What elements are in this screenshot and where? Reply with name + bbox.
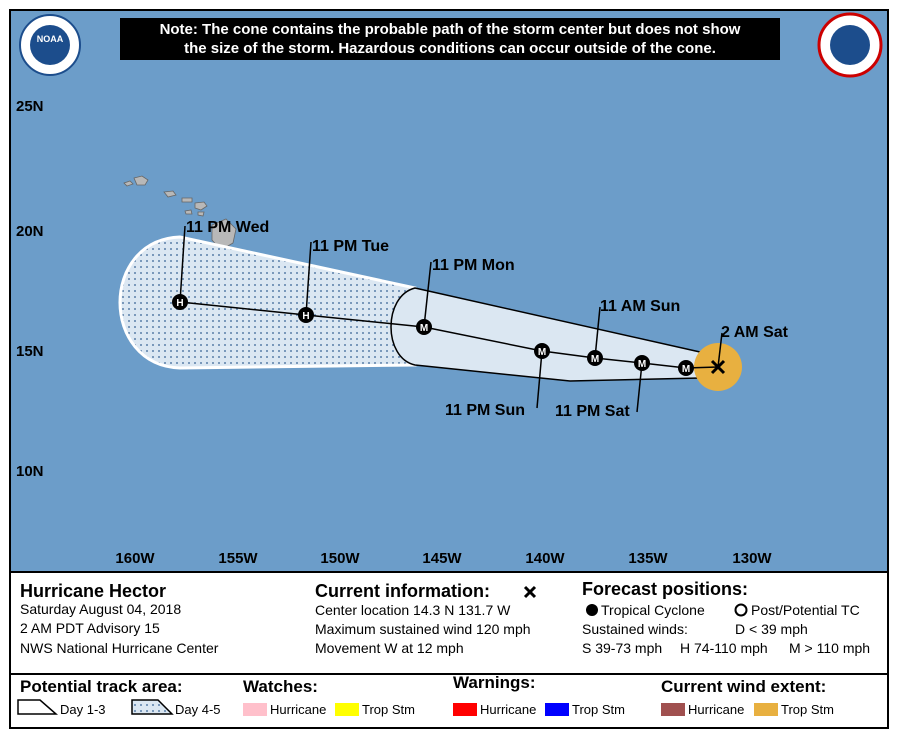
point-label: 2 AM Sat bbox=[721, 324, 789, 341]
tc-label: Tropical Cyclone bbox=[601, 602, 705, 618]
lat-label: 20N bbox=[16, 223, 44, 240]
warn-hurricane: Hurricane bbox=[480, 702, 536, 717]
m-label: M > 110 mph bbox=[789, 640, 870, 656]
sustained-label: Sustained winds: bbox=[582, 621, 688, 637]
lon-label: 150W bbox=[320, 550, 360, 567]
lon-label: 155W bbox=[218, 550, 258, 567]
lon-label: 160W bbox=[115, 550, 155, 567]
lon-labels: 160W 155W 150W 145W 140W 135W 130W bbox=[115, 550, 772, 567]
islands bbox=[123, 175, 237, 251]
warn-ts-swatch bbox=[545, 703, 569, 716]
marker-letter: H bbox=[176, 298, 183, 309]
point-label: 11 PM Mon bbox=[432, 257, 515, 274]
point-label: 11 PM Sun bbox=[445, 402, 525, 419]
detail: Saturday August 04, 2018 bbox=[20, 601, 181, 617]
lon-label: 130W bbox=[732, 550, 772, 567]
watches-title: Watches: bbox=[243, 677, 318, 696]
cone-day-1-3 bbox=[390, 287, 701, 382]
leader-line bbox=[594, 306, 601, 359]
current-line: Maximum sustained wind 120 mph bbox=[315, 621, 531, 637]
day13-swatch bbox=[17, 699, 58, 715]
current-title: Current information: bbox=[315, 581, 490, 601]
point-label: 11 PM Tue bbox=[312, 238, 389, 255]
post-tc-symbol bbox=[734, 603, 748, 617]
leader-line bbox=[636, 362, 643, 413]
point-marker bbox=[587, 350, 603, 366]
leader-line bbox=[179, 225, 186, 303]
current-position bbox=[710, 359, 726, 375]
leader-line bbox=[423, 261, 432, 328]
wind-title: Current wind extent: bbox=[661, 677, 826, 696]
warn-hurricane-swatch bbox=[453, 703, 477, 716]
legend-panel bbox=[9, 673, 889, 729]
point-marker bbox=[172, 294, 188, 310]
wind-hurricane-swatch bbox=[661, 703, 685, 716]
d-label: D < 39 mph bbox=[735, 621, 808, 637]
wind-hurricane: Hurricane bbox=[688, 702, 744, 717]
point-marker bbox=[416, 319, 432, 335]
post-tc-label: Post/Potential TC bbox=[751, 602, 860, 618]
h-label: H 74-110 mph bbox=[680, 640, 768, 656]
marker-letter: M bbox=[638, 359, 646, 370]
lon-label: 145W bbox=[422, 550, 462, 567]
watch-ts: Trop Stm bbox=[362, 702, 415, 717]
watch-hurricane: Hurricane bbox=[270, 702, 326, 717]
day13-label: Day 1-3 bbox=[60, 702, 106, 717]
noaa-logo-inner bbox=[30, 25, 70, 65]
day45-label: Day 4-5 bbox=[175, 702, 221, 717]
detail: 2 AM PDT Advisory 15 bbox=[20, 620, 160, 636]
track-title: Potential track area: bbox=[20, 677, 183, 696]
leader-line bbox=[305, 241, 312, 316]
lon-label: 135W bbox=[628, 550, 668, 567]
marker-letter: M bbox=[538, 347, 546, 358]
warnings-title: Warnings: bbox=[453, 673, 535, 692]
cone-day-4-5 bbox=[118, 235, 417, 370]
leader-line bbox=[536, 350, 543, 409]
current-x bbox=[523, 585, 537, 599]
note-line: Note: The cone contains the probable pat… bbox=[160, 21, 741, 38]
point-label: 11 PM Wed bbox=[186, 219, 269, 236]
marker-letter: M bbox=[420, 323, 428, 334]
lon-label: 140W bbox=[525, 550, 565, 567]
noaa-text: NOAA bbox=[37, 34, 64, 44]
marker-letter: H bbox=[302, 311, 309, 322]
wind-ts: Trop Stm bbox=[781, 702, 834, 717]
nws-logo-inner bbox=[830, 25, 870, 65]
info-panel bbox=[9, 571, 889, 675]
marker-letter: M bbox=[591, 354, 599, 365]
point-label: 11 PM Sat bbox=[555, 403, 630, 420]
note-box bbox=[120, 18, 780, 60]
watch-hurricane-swatch bbox=[243, 703, 267, 716]
marker-letter: M bbox=[682, 364, 690, 375]
detail: NWS National Hurricane Center bbox=[20, 640, 219, 656]
point-marker bbox=[534, 343, 550, 359]
note-line: the size of the storm. Hazardous conditi… bbox=[184, 40, 716, 57]
forecast-points: 2 AM Sat M 11 PM Sat M 11 AM Sun M 11 PM Sun M 1… bbox=[172, 219, 789, 420]
lat-label: 10N bbox=[16, 463, 44, 480]
current-line: Movement W at 12 mph bbox=[315, 640, 464, 656]
forecast-title: Forecast positions: bbox=[582, 579, 748, 599]
storm-name: Hurricane Hector bbox=[20, 581, 166, 601]
point-marker bbox=[634, 355, 650, 371]
point-marker bbox=[298, 307, 314, 323]
warn-ts: Trop Stm bbox=[572, 702, 625, 717]
leader-line bbox=[717, 332, 723, 368]
watch-ts-swatch bbox=[335, 703, 359, 716]
day45-swatch bbox=[131, 699, 174, 715]
point-marker bbox=[678, 360, 694, 376]
s-label: S 39-73 mph bbox=[582, 640, 662, 656]
tc-symbol bbox=[586, 604, 598, 616]
point-label: 11 AM Sun bbox=[600, 298, 680, 315]
current-line: Center location 14.3 N 131.7 W bbox=[315, 602, 511, 618]
wind-ts-swatch bbox=[754, 703, 778, 716]
lat-label: 25N bbox=[16, 98, 44, 115]
lat-labels: 25N 20N 15N 10N bbox=[16, 98, 44, 480]
lat-label: 15N bbox=[16, 343, 44, 360]
